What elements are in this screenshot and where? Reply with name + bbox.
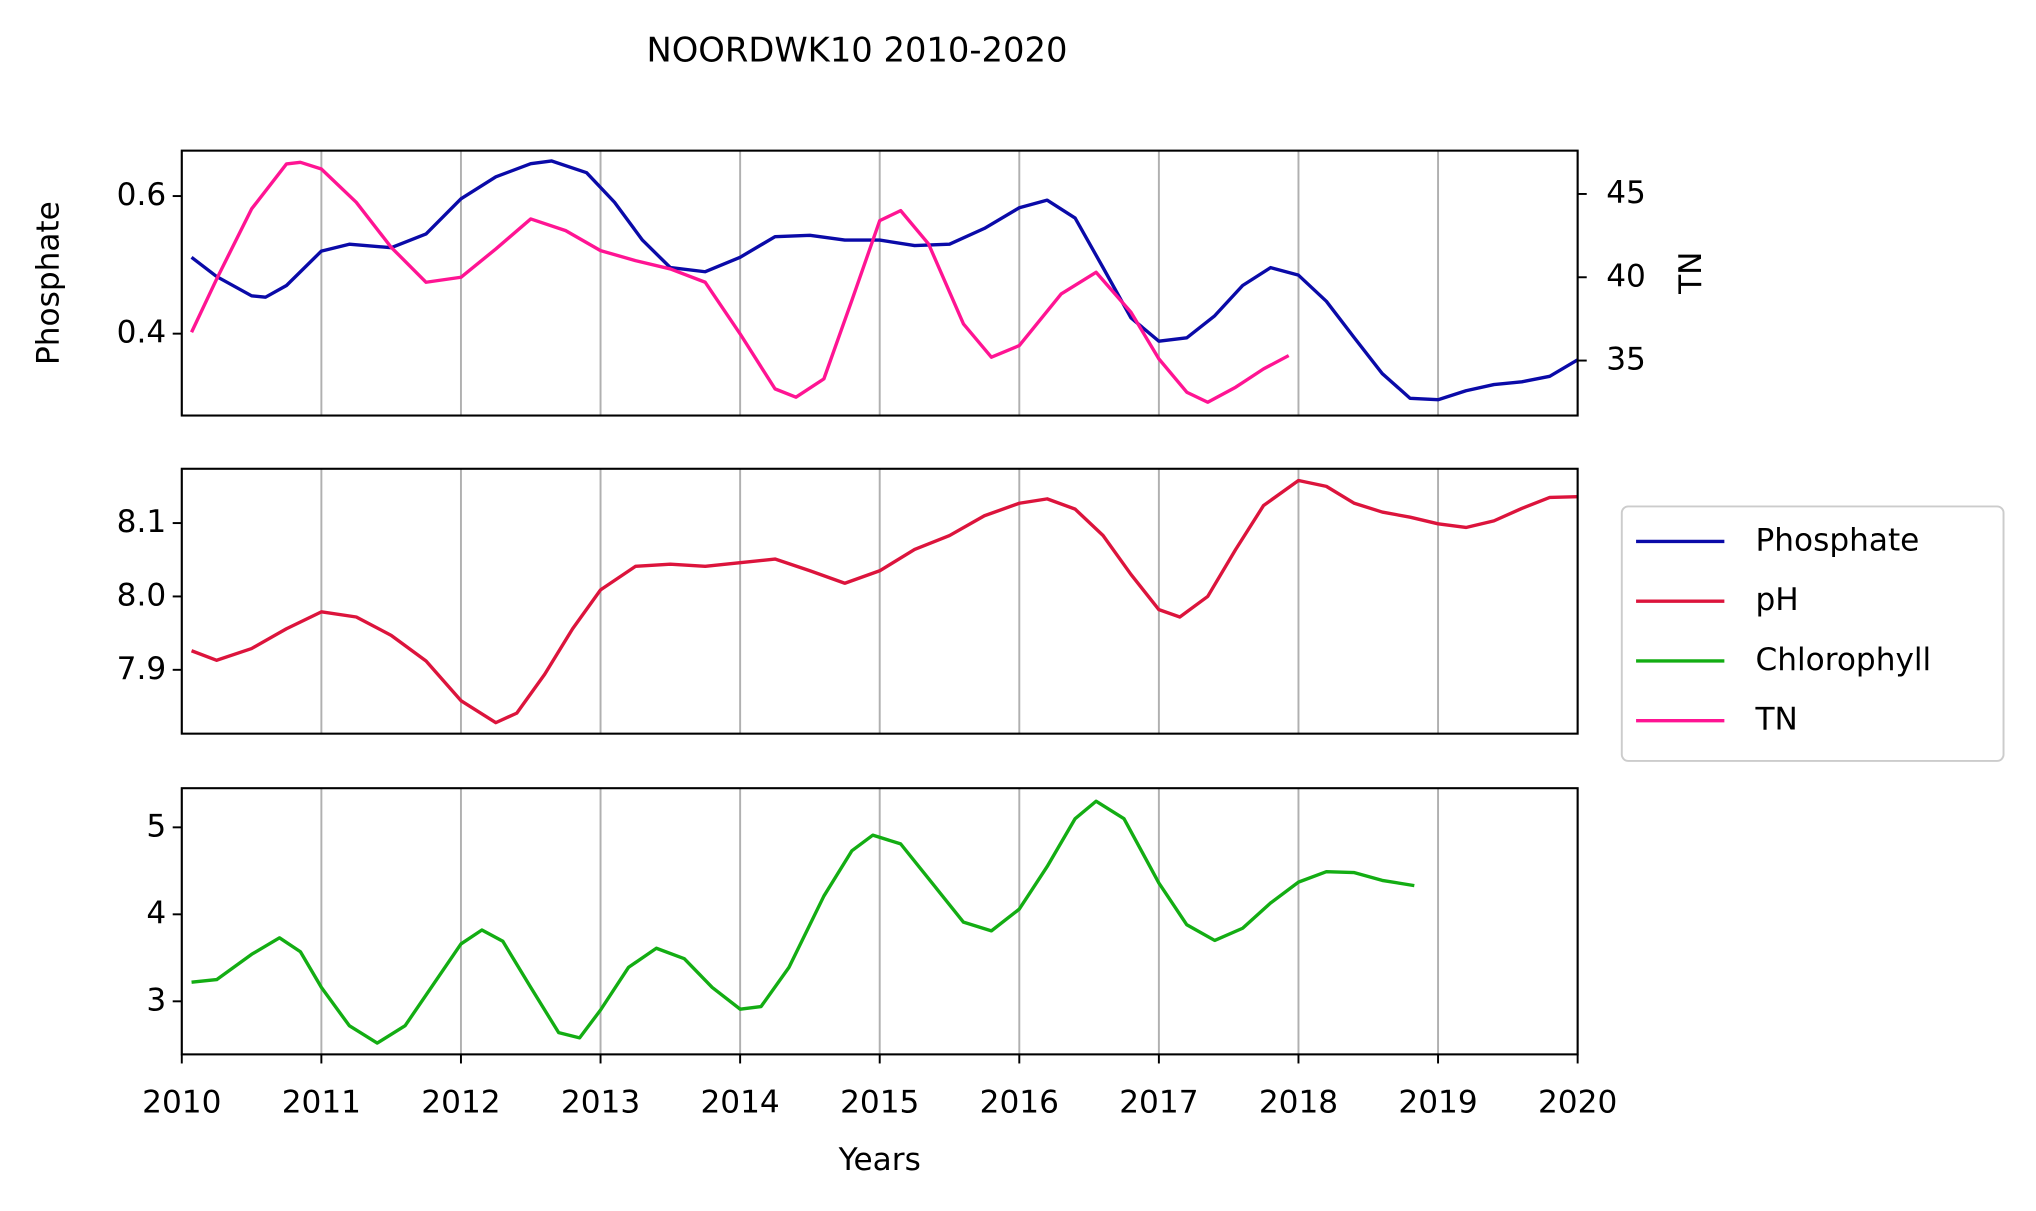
x-tick-label: 2010 (142, 1085, 221, 1121)
line-series (191, 799, 1415, 1045)
x-tick-label: 2011 (282, 1085, 361, 1121)
y-tick-label: 0.4 (117, 315, 167, 351)
legend-label: pH (1756, 582, 1799, 618)
legend-label: TN (1755, 702, 1798, 738)
line-series (190, 160, 1290, 404)
x-tick-label: 2017 (1119, 1085, 1198, 1121)
line-series (190, 159, 1579, 402)
axes-frame (180, 467, 1579, 735)
y-tick-label: 5 (146, 808, 166, 844)
x-tick-label: 2020 (1538, 1085, 1617, 1121)
y-axis-label: Phosphate (30, 201, 66, 365)
axes-frame (180, 787, 1579, 1056)
legend-box (1620, 505, 2005, 762)
x-tick-label: 2019 (1398, 1085, 1477, 1121)
x-tick-label: 2016 (980, 1085, 1059, 1121)
x-tick-label: 2013 (561, 1085, 640, 1121)
legend-label: Chlorophyll (1756, 642, 1932, 678)
x-axis-label: Years (838, 1142, 921, 1178)
chart-title: NOORDWK10 2010-2020 (647, 30, 1068, 69)
y-tick-label: 8.0 (117, 577, 167, 613)
line-series (190, 478, 1578, 725)
y2-tick-label: 45 (1606, 175, 1646, 211)
y-tick-label: 4 (146, 895, 166, 931)
x-tick-label: 2015 (840, 1085, 919, 1121)
y2-tick-label: 35 (1606, 342, 1646, 378)
x-tick-label: 2012 (421, 1085, 500, 1121)
y2-tick-label: 40 (1606, 258, 1646, 294)
axes-frame (180, 149, 1579, 417)
y-tick-label: 0.6 (117, 177, 167, 213)
y-tick-label: 8.1 (117, 504, 167, 540)
y-tick-label: 3 (146, 982, 166, 1018)
y2-axis-label: TN (1673, 252, 1709, 295)
x-tick-label: 2018 (1259, 1085, 1338, 1121)
legend-label: Phosphate (1756, 522, 1920, 558)
x-tick-label: 2014 (700, 1085, 779, 1121)
y-tick-label: 7.9 (117, 651, 167, 687)
